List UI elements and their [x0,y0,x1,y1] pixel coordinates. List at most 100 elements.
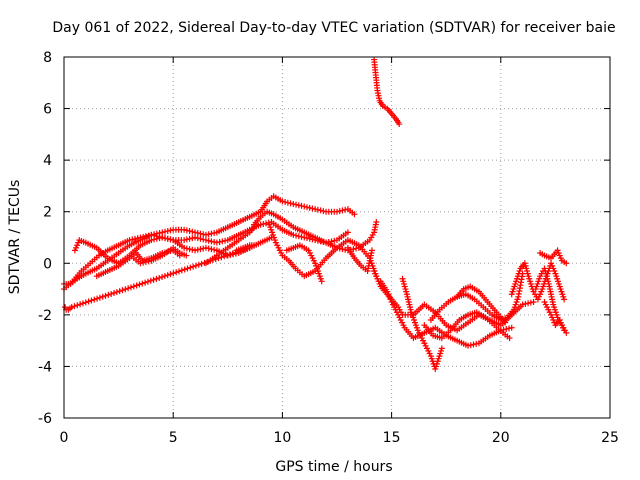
data-point [197,230,204,237]
y-tick-label: 4 [43,153,52,169]
x-tick-label: 0 [60,430,69,446]
data-point [211,246,218,253]
data-point [351,211,358,218]
data-point [148,231,155,238]
data-point [290,200,297,207]
data-point [201,259,208,266]
data-point [200,245,207,252]
data-point [202,237,209,244]
data-point [301,203,308,210]
data-points [61,56,570,373]
data-point [320,208,327,215]
data-point [194,235,201,242]
data-point [473,340,480,347]
data-point [150,276,157,283]
data-point [159,234,166,241]
data-point [192,229,199,236]
data-point [91,296,98,303]
data-point [136,281,143,288]
data-point [190,263,197,270]
series-isolated [62,244,253,313]
data-point [184,265,191,272]
data-point [211,239,218,246]
data-point [467,342,474,349]
data-point [131,235,138,242]
series-track-v [371,56,403,128]
data-point [181,266,188,273]
data-point [314,206,321,213]
data-point [183,227,190,234]
plot-frame [63,56,611,419]
data-point [240,246,247,253]
data-point [293,232,300,239]
data-point [344,229,351,236]
data-point [295,202,302,209]
data-point [178,267,185,274]
data-point [519,301,526,308]
data-point [156,235,163,242]
data-point [74,302,81,309]
data-point [144,278,151,285]
data-point [68,304,75,311]
data-point [140,233,147,240]
series-track-u [541,298,568,334]
data-point [183,245,190,252]
data-point [108,290,115,297]
data-point [221,253,228,260]
data-point [309,205,316,212]
data-point [156,274,163,281]
data-point [189,228,196,235]
data-point [506,335,513,342]
data-point [205,245,212,252]
y-tick-label: 6 [43,102,52,118]
series-track-n [399,275,445,373]
data-point [102,292,109,299]
data-point [279,198,286,205]
data-point [222,237,229,244]
data-point [194,229,201,236]
data-point [263,220,270,227]
data-point [287,200,294,207]
data-point [192,247,199,254]
series-track-e [130,244,190,267]
data-point [438,345,445,352]
data-point [232,249,239,256]
data-point [527,299,534,306]
data-point [173,269,180,276]
data-point [137,234,144,241]
data-point [246,244,253,251]
data-point [192,262,199,269]
data-point [142,233,149,240]
data-point [200,231,207,238]
series-track-k [344,244,375,275]
data-point [79,300,86,307]
data-point [161,273,168,280]
series-track-j [283,242,325,285]
data-point [71,303,78,310]
data-point [213,239,220,246]
data-point [125,285,132,292]
data-point [145,232,152,239]
data-point [303,204,310,211]
data-point [282,199,289,206]
data-point [187,264,194,271]
y-tick-label: -2 [38,308,52,324]
data-point [342,206,349,213]
data-point [218,254,225,261]
data-point [145,258,152,265]
data-point [96,294,103,301]
data-point [113,289,120,296]
data-point [306,204,313,211]
x-tick-label: 5 [169,430,178,446]
data-point [317,207,324,214]
data-point [85,298,92,305]
data-point [202,244,209,251]
data-point [204,258,211,265]
data-point [284,199,291,206]
data-point [561,327,568,334]
data-point [129,236,136,243]
data-point [162,235,169,242]
data-point [229,250,236,257]
data-point [133,282,140,289]
data-point [159,229,166,236]
